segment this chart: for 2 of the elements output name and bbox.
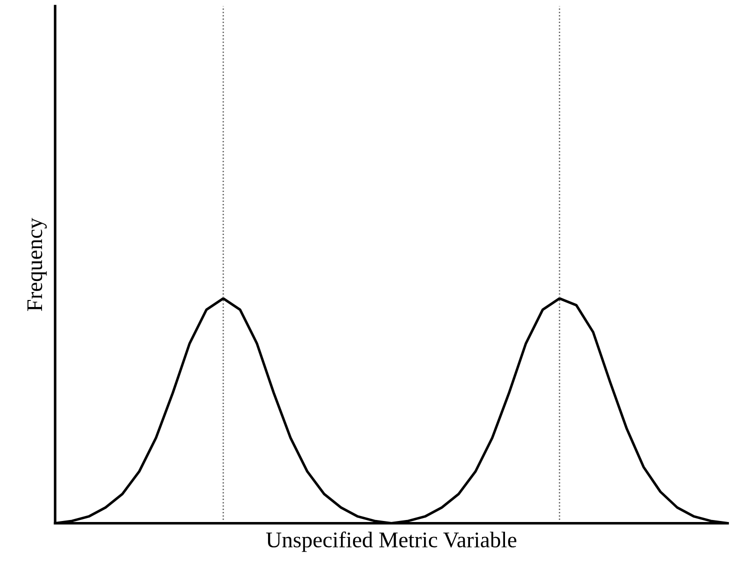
x-axis-title: Unspecified Metric Variable bbox=[266, 532, 516, 552]
y-axis-title: Frequency bbox=[27, 218, 47, 311]
